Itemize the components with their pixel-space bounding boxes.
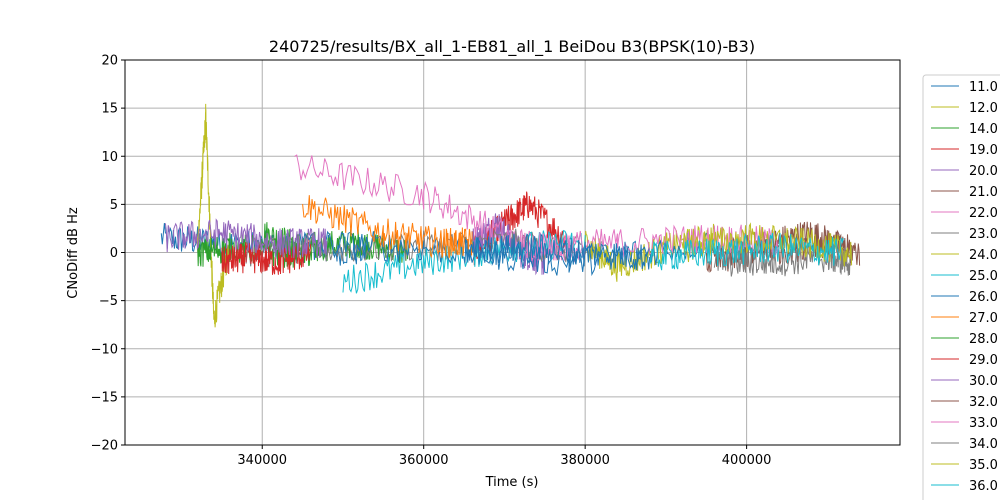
legend-label-26.0: 26.0	[969, 290, 998, 305]
y-tick-label: −15	[91, 390, 118, 405]
series-line-11.0	[160, 222, 368, 266]
legend-box	[922, 74, 1000, 500]
series-line-12.0	[197, 103, 231, 328]
y-tick-label: 0	[110, 246, 118, 261]
y-tick-label: 5	[110, 198, 118, 213]
y-tick-label: −20	[91, 439, 118, 454]
legend-label-22.0: 22.0	[969, 206, 998, 221]
legend-label-12.0: 12.0	[969, 101, 998, 116]
legend-label-36.0: 36.0	[969, 479, 998, 494]
legend-label-27.0: 27.0	[969, 311, 998, 326]
y-tick-label: 10	[101, 150, 118, 165]
chart-title: 240725/results/BX_all_1-EB81_all_1 BeiDo…	[269, 37, 755, 57]
legend-label-24.0: 24.0	[969, 248, 998, 263]
legend-label-19.0: 19.0	[969, 143, 998, 158]
legend-label-32.0: 32.0	[969, 395, 998, 410]
legend-label-20.0: 20.0	[969, 164, 998, 179]
legend: 11.0 12.0 14.0 19.0 20.0 21.0 22.0 23.0 24.0 25.0…	[922, 74, 1000, 500]
legend-label-14.0: 14.0	[969, 122, 998, 137]
legend-label-21.0: 21.0	[969, 185, 998, 200]
series-line-36.0	[649, 232, 844, 271]
series-line-27.0	[302, 195, 473, 259]
x-tick-label: 380000	[560, 453, 610, 468]
y-axis-label: CNoDiff dB Hz	[66, 207, 81, 299]
legend-label-29.0: 29.0	[969, 353, 998, 368]
x-tick-label: 360000	[399, 453, 449, 468]
series-layer	[160, 103, 861, 328]
legend-label-34.0: 34.0	[969, 437, 998, 452]
legend-label-35.0: 35.0	[969, 458, 998, 473]
y-tick-label: 15	[101, 102, 118, 117]
y-tick-label: 20	[101, 54, 118, 69]
x-tick-label: 400000	[722, 453, 772, 468]
series-line-26.0	[286, 230, 707, 277]
legend-label-11.0: 11.0	[969, 80, 998, 95]
x-axis-label: Time (s)	[485, 475, 539, 490]
legend-label-25.0: 25.0	[969, 269, 998, 284]
series-line-19.0	[471, 191, 570, 266]
legend-label-23.0: 23.0	[969, 227, 998, 242]
y-tick-label: −10	[91, 342, 118, 357]
legend-label-33.0: 33.0	[969, 416, 998, 431]
x-tick-label: 340000	[237, 453, 287, 468]
legend-label-30.0: 30.0	[969, 374, 998, 389]
legend-label-28.0: 28.0	[969, 332, 998, 347]
y-tick-label: −5	[99, 294, 118, 309]
series-line-37.0	[463, 233, 651, 271]
series-line-29.0	[221, 238, 312, 275]
series-line-30.0	[164, 218, 328, 259]
series-line-32.0	[705, 229, 861, 273]
ticks: 340000 360000 380000 400000 −20 −15 −10 −5 0 5 10 1…	[91, 54, 772, 469]
